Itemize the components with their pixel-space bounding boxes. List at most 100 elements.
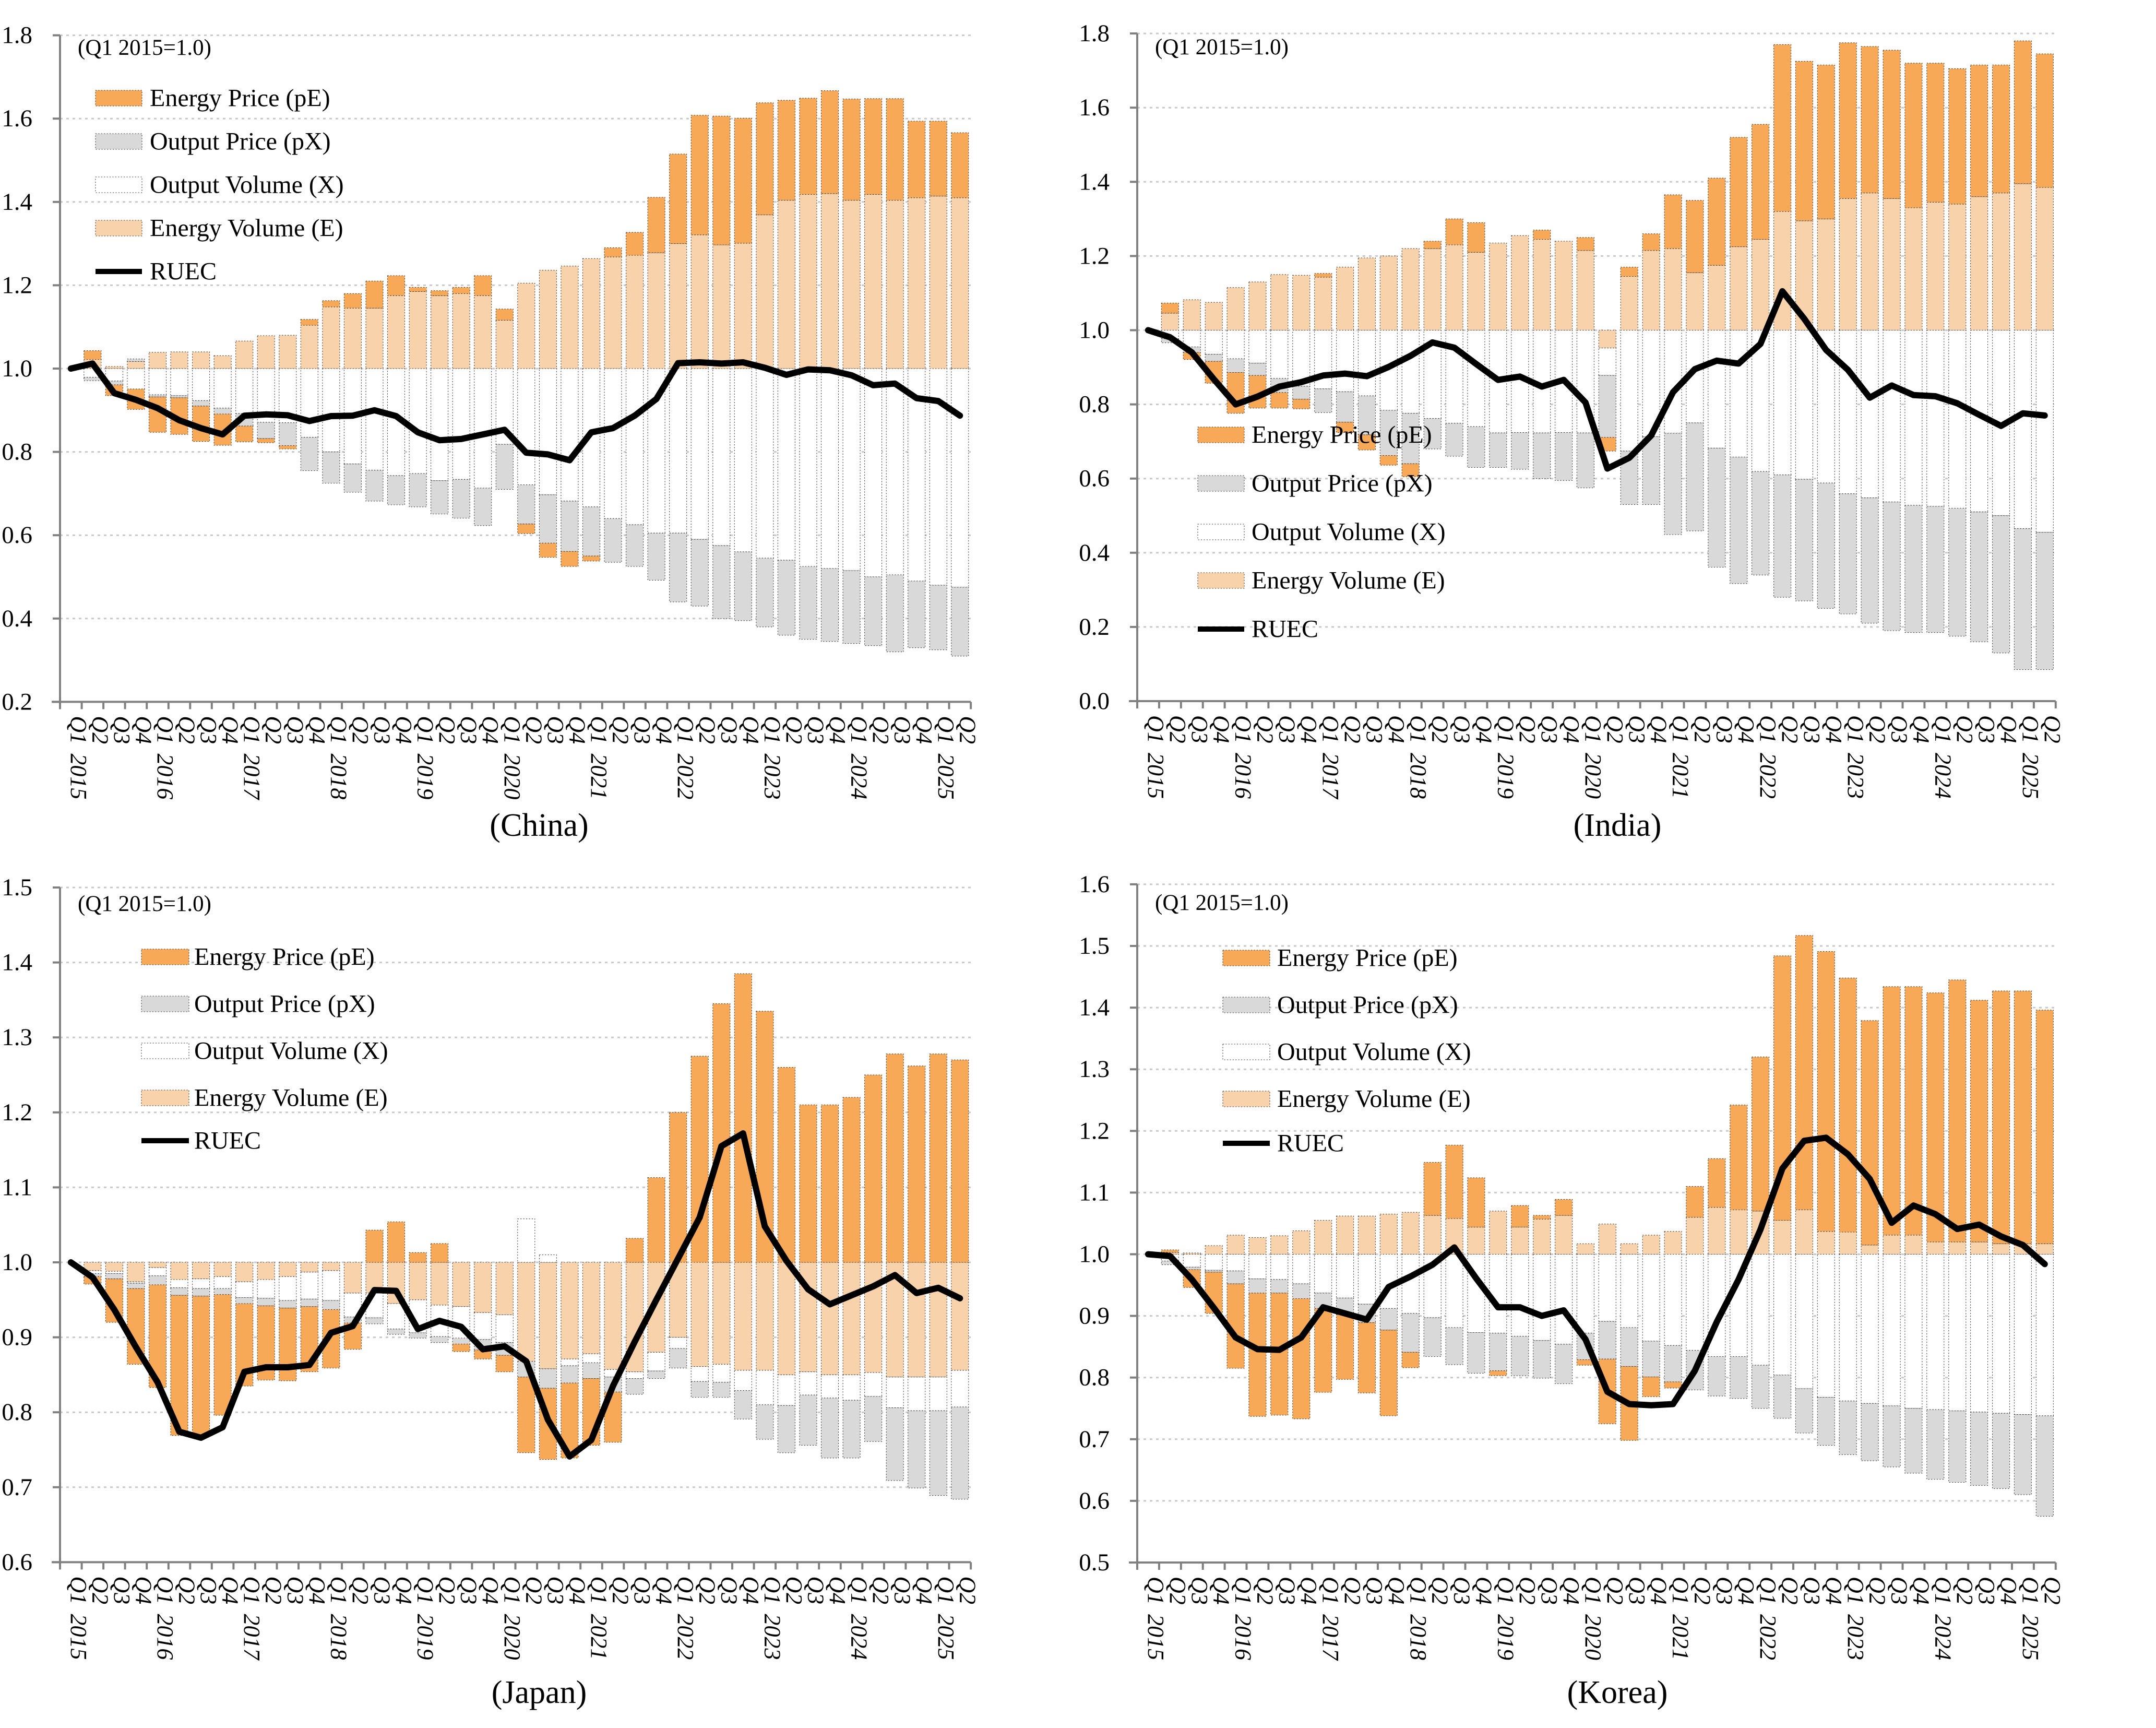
svg-text:Output Volume (X): Output Volume (X) [150,171,344,199]
svg-text:Q2: Q2 [1865,715,1890,743]
svg-text:Q2: Q2 [1689,715,1715,743]
svg-text:Q3: Q3 [890,716,915,744]
svg-text:Q1: Q1 [2018,1577,2043,1605]
svg-text:Q2: Q2 [1952,1577,1978,1605]
svg-text:Q3: Q3 [890,1576,915,1604]
svg-text:2024: 2024 [847,753,872,799]
svg-text:Q2: Q2 [1689,1577,1715,1605]
svg-text:2018: 2018 [326,753,351,799]
svg-text:Q2: Q2 [2040,1577,2065,1605]
svg-text:0.2: 0.2 [2,688,32,715]
svg-text:Q3: Q3 [370,716,395,744]
svg-text:2017: 2017 [1318,1614,1343,1661]
svg-text:1.5: 1.5 [2,874,32,901]
svg-text:Q3: Q3 [1449,1577,1475,1605]
svg-text:2024: 2024 [847,1614,872,1660]
svg-text:1.8: 1.8 [1079,20,1110,47]
svg-text:Q4: Q4 [1296,1577,1321,1605]
svg-text:Q1: Q1 [759,716,785,744]
svg-text:Q2: Q2 [1427,715,1453,743]
svg-text:1.2: 1.2 [1079,242,1110,269]
svg-text:RUEC: RUEC [194,1127,261,1155]
svg-text:Q4: Q4 [1996,715,2021,743]
svg-text:Output Volume (X): Output Volume (X) [1277,1038,1471,1066]
svg-text:Q1: Q1 [1143,1577,1169,1605]
svg-text:Q2: Q2 [1165,1577,1190,1605]
svg-text:Q4: Q4 [651,1576,677,1604]
svg-text:1.8: 1.8 [2,22,32,49]
svg-text:Q1: Q1 [152,716,178,744]
svg-text:Q2: Q2 [348,716,373,744]
svg-text:Q1: Q1 [586,1576,612,1604]
svg-text:0.7: 0.7 [2,1474,32,1501]
svg-text:Q4: Q4 [478,716,503,744]
svg-text:Q3: Q3 [456,1576,482,1604]
svg-text:Q1: Q1 [1405,715,1431,743]
svg-text:Q1: Q1 [1755,1577,1781,1605]
svg-text:2022: 2022 [673,1614,698,1660]
svg-text:Q1: Q1 [759,1576,785,1604]
svg-text:Q2: Q2 [1340,715,1365,743]
svg-text:Q1: Q1 [1143,715,1169,743]
svg-text:2016: 2016 [1231,753,1256,799]
svg-text:Energy Price (pE): Energy Price (pE) [1277,944,1458,972]
svg-text:Q2: Q2 [1340,1577,1365,1605]
svg-text:Q4: Q4 [564,1576,590,1604]
svg-text:0.4: 0.4 [1079,539,1110,566]
svg-text:2022: 2022 [673,753,698,799]
svg-text:Q4: Q4 [1821,1577,1847,1605]
svg-text:1.1: 1.1 [2,1174,32,1201]
svg-text:Q4: Q4 [1908,1577,1934,1605]
svg-text:Q2: Q2 [1602,1577,1628,1605]
svg-text:Q4: Q4 [130,716,156,744]
svg-text:Energy Volume (E): Energy Volume (E) [150,215,343,242]
svg-text:2015: 2015 [1143,753,1169,799]
svg-text:Q2: Q2 [174,716,200,744]
svg-text:Q4: Q4 [1996,1577,2021,1605]
svg-text:Q4: Q4 [738,716,764,744]
svg-text:2023: 2023 [1843,1614,1868,1660]
svg-text:Q1: Q1 [239,1576,265,1604]
svg-text:1.5: 1.5 [1079,932,1110,960]
svg-text:Q3: Q3 [1536,715,1562,743]
svg-text:2022: 2022 [1755,1614,1781,1660]
svg-text:Q1: Q1 [1580,715,1606,743]
svg-text:Q3: Q3 [1799,1577,1825,1605]
svg-text:Q4: Q4 [1646,715,1672,743]
svg-text:2020: 2020 [499,753,525,799]
svg-text:2020: 2020 [1580,753,1606,799]
svg-text:2025: 2025 [2018,1614,2043,1660]
svg-text:Q3: Q3 [1974,715,1999,743]
svg-text:Q2: Q2 [1252,715,1278,743]
svg-text:1.4: 1.4 [2,188,32,216]
svg-text:RUEC: RUEC [1277,1130,1344,1157]
svg-text:Q2: Q2 [608,716,634,744]
svg-text:Q2: Q2 [87,1576,113,1604]
svg-text:Q4: Q4 [478,1576,503,1604]
svg-text:Q1: Q1 [1493,715,1518,743]
svg-text:Output Price (pX): Output Price (pX) [150,128,331,156]
svg-text:Q1: Q1 [1493,1577,1518,1605]
svg-text:Q2: Q2 [261,1576,287,1604]
svg-text:Q2: Q2 [1865,1577,1890,1605]
svg-text:2021: 2021 [1668,1614,1694,1660]
svg-text:Output Volume (X): Output Volume (X) [194,1037,388,1065]
svg-text:1.6: 1.6 [1079,94,1110,121]
svg-text:Q2: Q2 [608,1576,634,1604]
svg-text:Q1: Q1 [1843,1577,1868,1605]
svg-text:Q3: Q3 [1187,715,1212,743]
svg-text:RUEC: RUEC [150,258,217,286]
svg-text:1.3: 1.3 [1079,1056,1110,1083]
svg-text:0.7: 0.7 [1079,1426,1110,1453]
svg-text:2015: 2015 [1143,1614,1169,1660]
svg-text:0.2: 0.2 [1079,613,1110,641]
svg-text:2017: 2017 [1318,753,1343,800]
svg-text:Q4: Q4 [1471,1577,1496,1605]
svg-text:Q2: Q2 [1602,715,1628,743]
svg-text:(China): (China) [490,808,588,843]
svg-text:Q2: Q2 [781,716,807,744]
svg-text:Q1: Q1 [1231,1577,1256,1605]
svg-text:2018: 2018 [1405,1614,1431,1660]
svg-text:0.6: 0.6 [1079,1487,1110,1514]
svg-text:Q3: Q3 [1274,715,1300,743]
